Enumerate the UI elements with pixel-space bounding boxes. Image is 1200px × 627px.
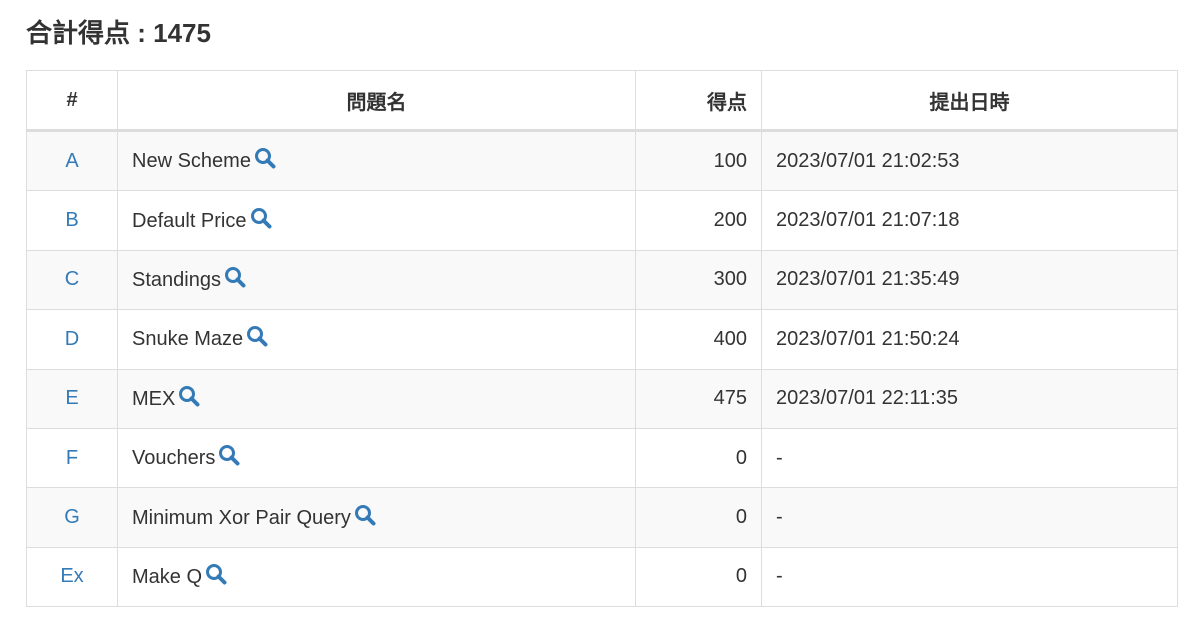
problem-id-link[interactable]: A bbox=[65, 149, 79, 172]
search-icon[interactable] bbox=[246, 325, 268, 353]
header-id: # bbox=[26, 70, 118, 132]
table-row: A New Scheme 100 2023/07/01 21:02:53 bbox=[26, 129, 1178, 192]
problem-name: Make Q bbox=[132, 565, 203, 588]
problem-id-link[interactable]: E bbox=[65, 387, 79, 410]
table-row: B Default Price 200 2023/07/01 21:07:18 bbox=[26, 190, 1178, 251]
score-cell: 400 bbox=[635, 309, 762, 370]
table-header-row: # 問題名 得点 提出日時 bbox=[26, 70, 1178, 132]
search-icon[interactable] bbox=[218, 444, 240, 472]
table-row: Ex Make Q 0 - bbox=[26, 546, 1178, 608]
problem-id-link[interactable]: Ex bbox=[60, 565, 84, 588]
problem-id-link[interactable]: F bbox=[65, 446, 79, 469]
score-cell: 0 bbox=[635, 546, 762, 608]
total-score-title: 合計得点 : 1475 bbox=[26, 18, 211, 48]
problem-name: Standings bbox=[132, 268, 221, 291]
header-problem-name: 問題名 bbox=[117, 70, 636, 132]
header-submission-time: 提出日時 bbox=[761, 70, 1178, 132]
score-cell: 0 bbox=[635, 487, 762, 548]
submission-time-cell: 2023/07/01 21:50:24 bbox=[761, 309, 1178, 370]
submission-time-cell: - bbox=[761, 487, 1178, 548]
search-icon[interactable] bbox=[224, 266, 246, 294]
submission-time-cell: 2023/07/01 22:11:35 bbox=[761, 368, 1178, 429]
score-cell: 200 bbox=[635, 190, 762, 251]
search-icon[interactable] bbox=[354, 504, 376, 532]
problem-name: Vouchers bbox=[132, 447, 216, 470]
score-cell: 475 bbox=[635, 368, 762, 429]
table-row: E MEX 475 2023/07/01 22:11:35 bbox=[26, 368, 1178, 429]
search-icon[interactable] bbox=[178, 385, 200, 413]
search-icon[interactable] bbox=[205, 563, 227, 591]
submission-time-cell: 2023/07/01 21:07:18 bbox=[761, 190, 1178, 251]
submission-time-cell: 2023/07/01 21:35:49 bbox=[761, 249, 1178, 311]
problem-id-link[interactable]: D bbox=[64, 327, 80, 350]
table-row: D Snuke Maze 400 2023/07/01 21:50:24 bbox=[26, 309, 1178, 370]
score-cell: 0 bbox=[635, 427, 762, 489]
table-row: C Standings 300 2023/07/01 21:35:49 bbox=[26, 249, 1178, 311]
table-row: F Vouchers 0 - bbox=[26, 427, 1178, 489]
problem-id-link[interactable]: C bbox=[64, 268, 80, 291]
score-table: # 問題名 得点 提出日時 A New Scheme 100 2023/07/0… bbox=[26, 70, 1178, 608]
search-icon[interactable] bbox=[254, 147, 276, 175]
search-icon[interactable] bbox=[250, 207, 272, 235]
problem-name: Default Price bbox=[132, 209, 247, 232]
header-score: 得点 bbox=[635, 70, 762, 132]
problem-id-link[interactable]: B bbox=[65, 209, 79, 232]
problem-name: Minimum Xor Pair Query bbox=[132, 506, 351, 529]
problem-name: Snuke Maze bbox=[132, 328, 244, 351]
problem-id-link[interactable]: G bbox=[64, 506, 80, 529]
score-cell: 100 bbox=[635, 129, 762, 192]
submission-time-cell: - bbox=[761, 546, 1178, 608]
submission-time-cell: - bbox=[761, 427, 1178, 489]
table-row: G Minimum Xor Pair Query 0 - bbox=[26, 487, 1178, 548]
problem-name: MEX bbox=[132, 387, 176, 410]
submission-time-cell: 2023/07/01 21:02:53 bbox=[761, 129, 1178, 192]
problem-name: New Scheme bbox=[132, 150, 251, 173]
score-cell: 300 bbox=[635, 249, 762, 311]
